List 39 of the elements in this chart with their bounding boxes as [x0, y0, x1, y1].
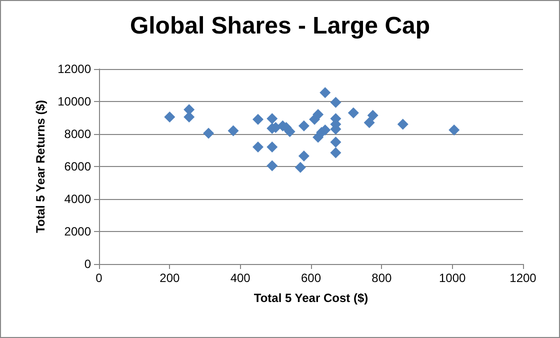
- x-tick-label: 1000: [438, 271, 466, 285]
- point: [228, 125, 239, 136]
- point: [330, 96, 342, 108]
- x-tick-label: 800: [372, 271, 392, 285]
- y-tick-label: 10000: [58, 94, 92, 108]
- chart-title: Global Shares - Large Cap: [130, 12, 430, 40]
- y-tick-label: 8000: [64, 127, 92, 141]
- y-tick-label: 4000: [64, 192, 92, 206]
- x-tick-label: 0: [96, 271, 103, 285]
- point: [298, 150, 310, 162]
- y-tick-label: 6000: [64, 160, 92, 174]
- y-tick-label: 2000: [64, 224, 92, 238]
- x-tick-label: 1200: [510, 271, 537, 285]
- point: [266, 113, 278, 124]
- point: [298, 120, 310, 132]
- point: [348, 107, 359, 118]
- point: [266, 142, 278, 152]
- point: [364, 117, 375, 128]
- point: [164, 111, 176, 122]
- point: [203, 128, 214, 139]
- point: [312, 109, 324, 120]
- y-tick-label: 12000: [58, 62, 92, 76]
- x-tick-label: 400: [230, 271, 251, 285]
- y-tick-label: 0: [84, 257, 92, 271]
- point: [294, 162, 306, 173]
- x-tick-label: 600: [300, 271, 322, 285]
- point: [330, 136, 342, 148]
- point: [448, 124, 460, 136]
- y-axis-title: Total 5 Year Returns ($): [34, 100, 48, 233]
- point: [252, 142, 264, 152]
- x-axis-title: Total 5 Year Cost ($): [254, 291, 368, 305]
- point: [320, 87, 331, 98]
- point: [266, 160, 278, 172]
- point: [252, 114, 264, 125]
- point: [397, 118, 408, 130]
- point: [367, 110, 378, 121]
- x-tick-label: 200: [160, 271, 180, 285]
- point: [284, 126, 296, 138]
- point: [330, 147, 342, 158]
